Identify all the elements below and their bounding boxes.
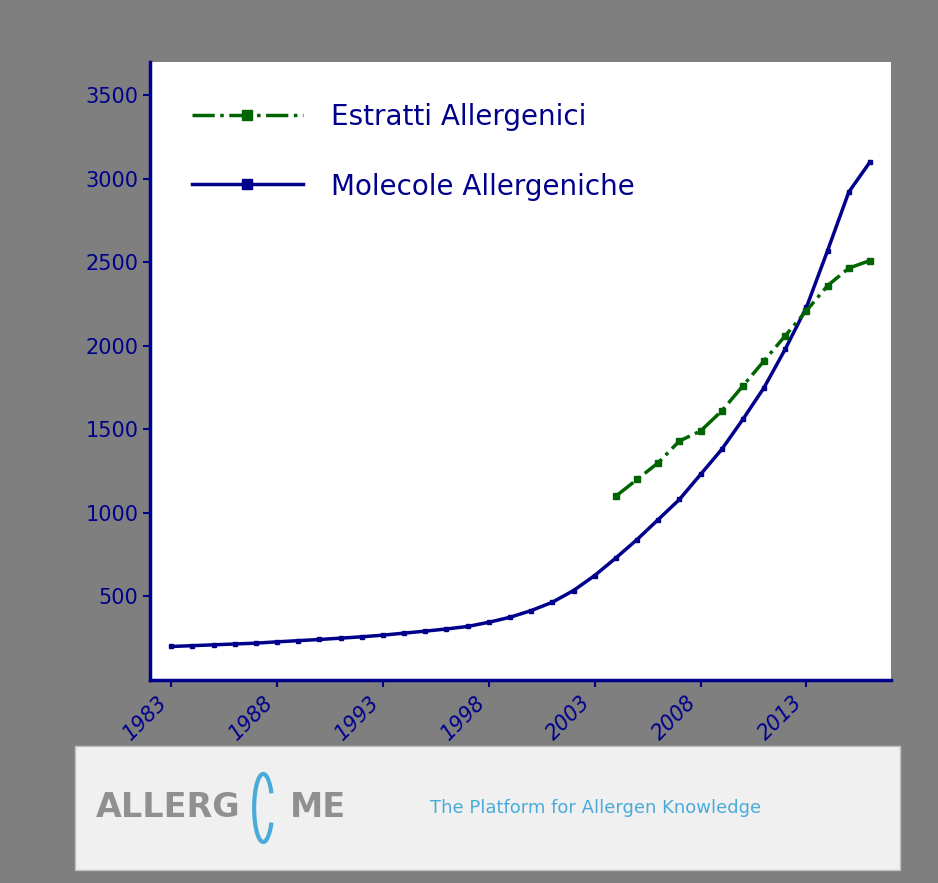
Estratti Allergenici bbox=[695, 426, 706, 436]
Molecole Allergeniche bbox=[166, 641, 177, 652]
Estratti Allergenici bbox=[822, 281, 833, 291]
Text: The Platform for Allergen Knowledge: The Platform for Allergen Knowledge bbox=[430, 799, 761, 817]
Molecole Allergeniche bbox=[589, 570, 600, 581]
Molecole Allergeniche bbox=[864, 157, 875, 168]
Molecole Allergeniche bbox=[419, 626, 431, 637]
Molecole Allergeniche bbox=[801, 302, 812, 313]
Molecole Allergeniche bbox=[843, 187, 855, 198]
Estratti Allergenici bbox=[611, 491, 622, 502]
Estratti Allergenici bbox=[843, 263, 855, 274]
Estratti Allergenici bbox=[716, 405, 727, 416]
Estratti Allergenici bbox=[864, 255, 875, 266]
Text: ALLERG: ALLERG bbox=[96, 791, 240, 825]
Estratti Allergenici bbox=[653, 457, 664, 468]
Molecole Allergeniche bbox=[822, 245, 833, 256]
Line: Estratti Allergenici: Estratti Allergenici bbox=[613, 258, 872, 499]
Text: ME: ME bbox=[290, 791, 346, 825]
Molecole Allergeniche bbox=[462, 621, 474, 631]
Molecole Allergeniche bbox=[611, 553, 622, 563]
Molecole Allergeniche bbox=[293, 636, 304, 646]
Molecole Allergeniche bbox=[399, 628, 410, 638]
Molecole Allergeniche bbox=[759, 382, 770, 393]
Molecole Allergeniche bbox=[673, 494, 685, 505]
Molecole Allergeniche bbox=[314, 634, 325, 645]
Estratti Allergenici bbox=[801, 306, 812, 316]
Molecole Allergeniche bbox=[356, 631, 368, 642]
Molecole Allergeniche bbox=[250, 638, 262, 648]
Molecole Allergeniche bbox=[187, 640, 198, 651]
Molecole Allergeniche bbox=[653, 514, 664, 525]
Molecole Allergeniche bbox=[525, 605, 537, 615]
Molecole Allergeniche bbox=[547, 597, 558, 608]
Molecole Allergeniche bbox=[229, 638, 240, 649]
Molecole Allergeniche bbox=[737, 414, 749, 425]
FancyBboxPatch shape bbox=[75, 746, 900, 870]
Molecole Allergeniche bbox=[567, 585, 579, 596]
Molecole Allergeniche bbox=[779, 343, 791, 354]
Molecole Allergeniche bbox=[271, 637, 282, 647]
Molecole Allergeniche bbox=[505, 612, 516, 623]
Estratti Allergenici bbox=[779, 330, 791, 341]
Molecole Allergeniche bbox=[377, 630, 388, 640]
Estratti Allergenici bbox=[631, 474, 643, 485]
Molecole Allergeniche bbox=[208, 639, 219, 650]
Molecole Allergeniche bbox=[483, 617, 494, 628]
Line: Molecole Allergeniche: Molecole Allergeniche bbox=[170, 161, 871, 648]
Molecole Allergeniche bbox=[631, 534, 643, 545]
Estratti Allergenici bbox=[673, 435, 685, 446]
Molecole Allergeniche bbox=[716, 444, 727, 455]
Molecole Allergeniche bbox=[441, 623, 452, 634]
Estratti Allergenici bbox=[737, 381, 749, 391]
Molecole Allergeniche bbox=[695, 469, 706, 479]
Estratti Allergenici bbox=[759, 356, 770, 366]
Molecole Allergeniche bbox=[335, 633, 346, 644]
Legend: Estratti Allergenici, Molecole Allergeniche: Estratti Allergenici, Molecole Allergeni… bbox=[164, 76, 662, 229]
